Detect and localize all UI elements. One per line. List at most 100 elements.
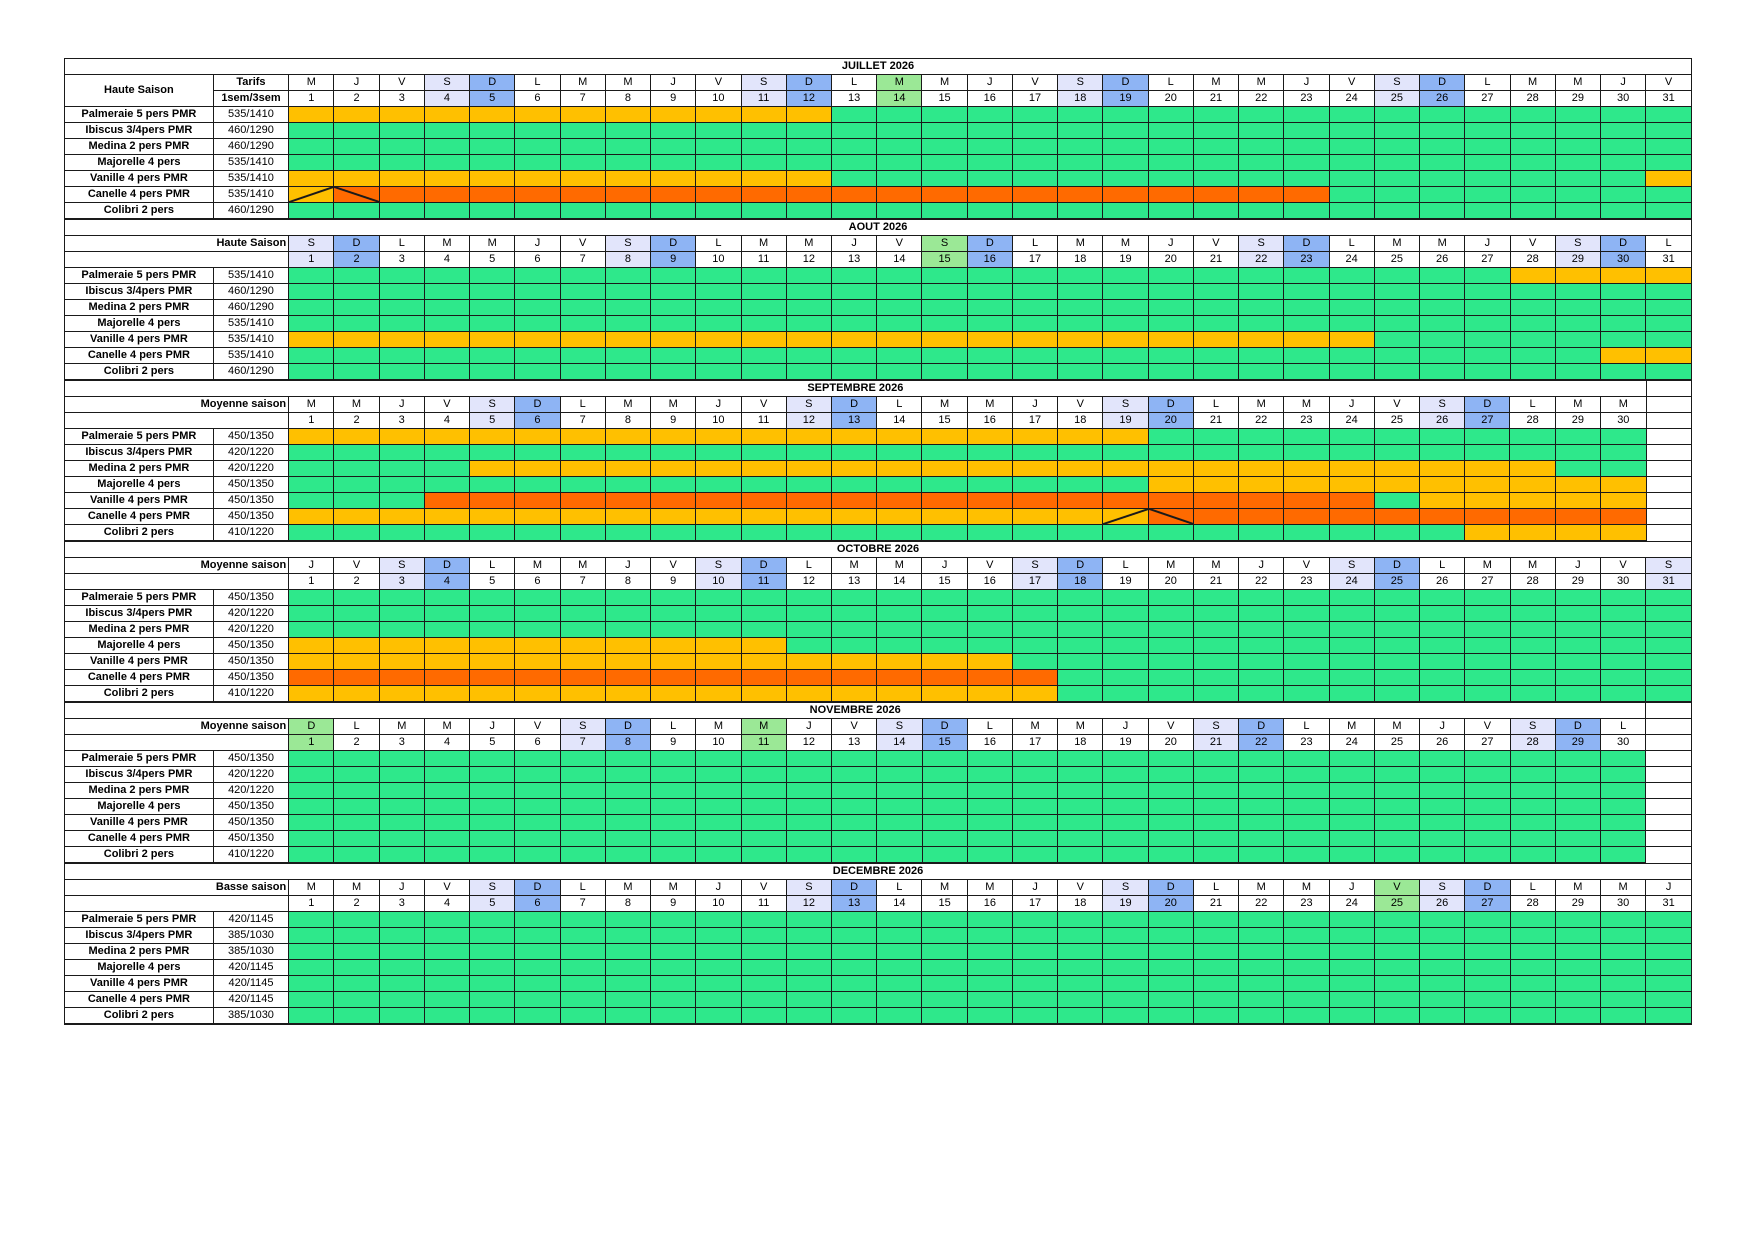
availability-cell[interactable] (650, 508, 697, 525)
availability-cell[interactable] (966, 943, 1013, 960)
availability-cell[interactable] (921, 170, 968, 187)
availability-cell[interactable] (1147, 669, 1194, 686)
availability-cell[interactable] (966, 170, 1013, 187)
availability-cell[interactable] (423, 154, 471, 171)
availability-cell[interactable] (1599, 685, 1647, 703)
availability-cell[interactable] (1373, 589, 1421, 606)
availability-cell[interactable] (1238, 766, 1285, 783)
availability-cell[interactable] (1328, 943, 1375, 960)
availability-cell[interactable] (378, 911, 425, 928)
availability-cell[interactable] (1192, 122, 1240, 139)
availability-cell[interactable] (604, 492, 652, 509)
availability-cell[interactable] (1057, 927, 1104, 944)
availability-cell[interactable] (1599, 267, 1647, 284)
availability-cell[interactable] (1011, 685, 1059, 703)
availability-cell[interactable] (740, 138, 787, 155)
availability-cell[interactable] (876, 959, 923, 976)
availability-cell[interactable] (288, 299, 335, 316)
availability-cell[interactable] (1509, 653, 1556, 670)
availability-cell[interactable] (740, 669, 787, 686)
availability-cell[interactable] (1057, 299, 1104, 316)
availability-cell[interactable] (1599, 669, 1647, 686)
availability-cell[interactable] (966, 283, 1013, 300)
availability-cell[interactable] (695, 621, 742, 638)
availability-cell[interactable] (1147, 154, 1194, 171)
availability-cell[interactable] (921, 138, 968, 155)
availability-cell[interactable] (650, 315, 697, 332)
availability-cell[interactable] (1057, 589, 1104, 606)
availability-cell[interactable] (1464, 299, 1511, 316)
availability-cell[interactable] (1147, 975, 1194, 992)
availability-cell[interactable] (423, 959, 471, 976)
availability-cell[interactable] (921, 444, 968, 461)
availability-cell[interactable] (604, 154, 652, 171)
availability-cell[interactable] (1599, 363, 1647, 381)
availability-cell[interactable] (1645, 653, 1692, 670)
availability-cell[interactable] (876, 911, 923, 928)
availability-cell[interactable] (378, 750, 425, 767)
availability-cell[interactable] (1599, 122, 1647, 139)
availability-cell[interactable] (1554, 428, 1601, 445)
availability-cell[interactable] (650, 154, 697, 171)
availability-cell[interactable] (288, 846, 335, 864)
availability-cell[interactable] (785, 138, 832, 155)
availability-cell[interactable] (740, 492, 787, 509)
availability-cell[interactable] (1011, 637, 1059, 654)
availability-cell[interactable] (1509, 669, 1556, 686)
availability-cell[interactable] (921, 122, 968, 139)
availability-cell[interactable] (1373, 637, 1421, 654)
availability-cell[interactable] (1192, 991, 1240, 1008)
availability-cell[interactable] (966, 798, 1013, 815)
availability-cell[interactable] (1283, 299, 1330, 316)
availability-cell[interactable] (1554, 444, 1601, 461)
availability-cell[interactable] (288, 492, 335, 509)
availability-cell[interactable] (559, 460, 606, 477)
availability-cell[interactable] (785, 830, 833, 847)
availability-cell[interactable] (876, 363, 923, 381)
availability-cell[interactable] (650, 202, 697, 220)
availability-cell[interactable] (1147, 138, 1194, 155)
availability-cell[interactable] (469, 943, 516, 960)
availability-cell[interactable] (469, 476, 516, 493)
availability-cell[interactable] (650, 846, 697, 864)
availability-cell[interactable] (288, 122, 335, 139)
availability-cell[interactable] (333, 814, 380, 831)
availability-cell[interactable] (1419, 363, 1466, 381)
availability-cell[interactable] (1011, 846, 1059, 864)
availability-cell[interactable] (1328, 975, 1375, 992)
availability-cell[interactable] (785, 959, 833, 976)
availability-cell[interactable] (1011, 476, 1059, 493)
availability-cell[interactable] (695, 170, 742, 187)
availability-cell[interactable] (1102, 106, 1149, 123)
availability-cell[interactable] (785, 798, 833, 815)
availability-cell[interactable] (1283, 975, 1330, 992)
availability-cell[interactable] (1599, 331, 1647, 348)
availability-cell[interactable] (1057, 476, 1104, 493)
availability-cell[interactable] (785, 1007, 833, 1025)
availability-cell[interactable] (288, 508, 335, 525)
availability-cell[interactable] (966, 782, 1013, 799)
availability-cell[interactable] (514, 202, 561, 220)
availability-cell[interactable] (921, 202, 968, 220)
availability-cell[interactable] (333, 492, 380, 509)
availability-cell[interactable] (1238, 589, 1285, 606)
availability-cell[interactable] (695, 267, 742, 284)
availability-cell[interactable] (1238, 991, 1285, 1008)
availability-cell[interactable] (695, 959, 742, 976)
availability-cell[interactable] (1328, 106, 1375, 123)
availability-cell[interactable] (695, 669, 742, 686)
availability-cell[interactable] (1102, 685, 1149, 703)
availability-cell[interactable] (1192, 170, 1240, 187)
availability-cell[interactable] (695, 138, 742, 155)
availability-cell[interactable] (1373, 476, 1421, 493)
availability-cell[interactable] (650, 782, 697, 799)
availability-cell[interactable] (333, 460, 380, 477)
availability-cell[interactable] (1554, 798, 1602, 815)
availability-cell[interactable] (1509, 685, 1556, 703)
availability-cell[interactable] (1283, 814, 1330, 831)
availability-cell[interactable] (740, 154, 787, 171)
availability-cell[interactable] (604, 911, 652, 928)
availability-cell[interactable] (1238, 315, 1285, 332)
availability-cell[interactable] (1192, 943, 1240, 960)
availability-cell[interactable] (1373, 991, 1421, 1008)
